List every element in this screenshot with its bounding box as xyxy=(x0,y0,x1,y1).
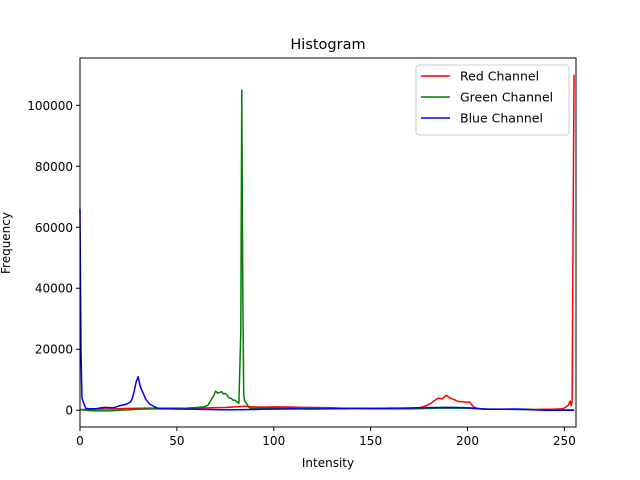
x-axis-label: Intensity xyxy=(302,456,354,470)
y-tick-label: 80000 xyxy=(35,160,73,174)
chart-title: Histogram xyxy=(290,37,365,53)
legend-label-blue-channel: Blue Channel xyxy=(460,111,543,126)
plot-area xyxy=(79,74,575,412)
y-tick-label: 60000 xyxy=(35,221,73,235)
x-tick-label: 250 xyxy=(553,434,576,448)
y-tick-label: 20000 xyxy=(35,343,73,357)
legend-box xyxy=(415,64,570,136)
x-tick-label: 200 xyxy=(456,434,479,448)
x-tick-label: 0 xyxy=(76,434,84,448)
y-axis-ticks: 0 20000 40000 60000 80000 100000 xyxy=(27,99,80,418)
plot-frame xyxy=(79,57,577,428)
x-tick-label: 50 xyxy=(169,434,184,448)
blue-channel-line xyxy=(79,208,575,411)
legend-label-green-channel: Green Channel xyxy=(460,90,553,105)
y-axis-label: Frequency xyxy=(0,212,13,274)
x-tick-label: 100 xyxy=(262,434,285,448)
y-tick-label: 40000 xyxy=(35,282,73,296)
legend-label-red-channel: Red Channel xyxy=(460,69,539,84)
x-tick-label: 150 xyxy=(359,434,382,448)
x-axis-ticks: 0 50 100 150 200 250 xyxy=(76,427,576,448)
y-tick-label: 100000 xyxy=(27,99,73,113)
y-tick-label: 0 xyxy=(65,404,73,418)
chart-legend: Red Channel Green Channel Blue Channel xyxy=(415,64,570,136)
